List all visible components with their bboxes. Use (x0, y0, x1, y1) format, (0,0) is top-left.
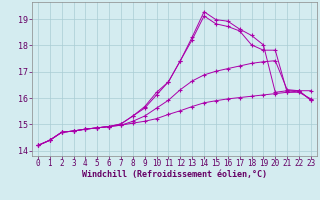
X-axis label: Windchill (Refroidissement éolien,°C): Windchill (Refroidissement éolien,°C) (82, 170, 267, 179)
